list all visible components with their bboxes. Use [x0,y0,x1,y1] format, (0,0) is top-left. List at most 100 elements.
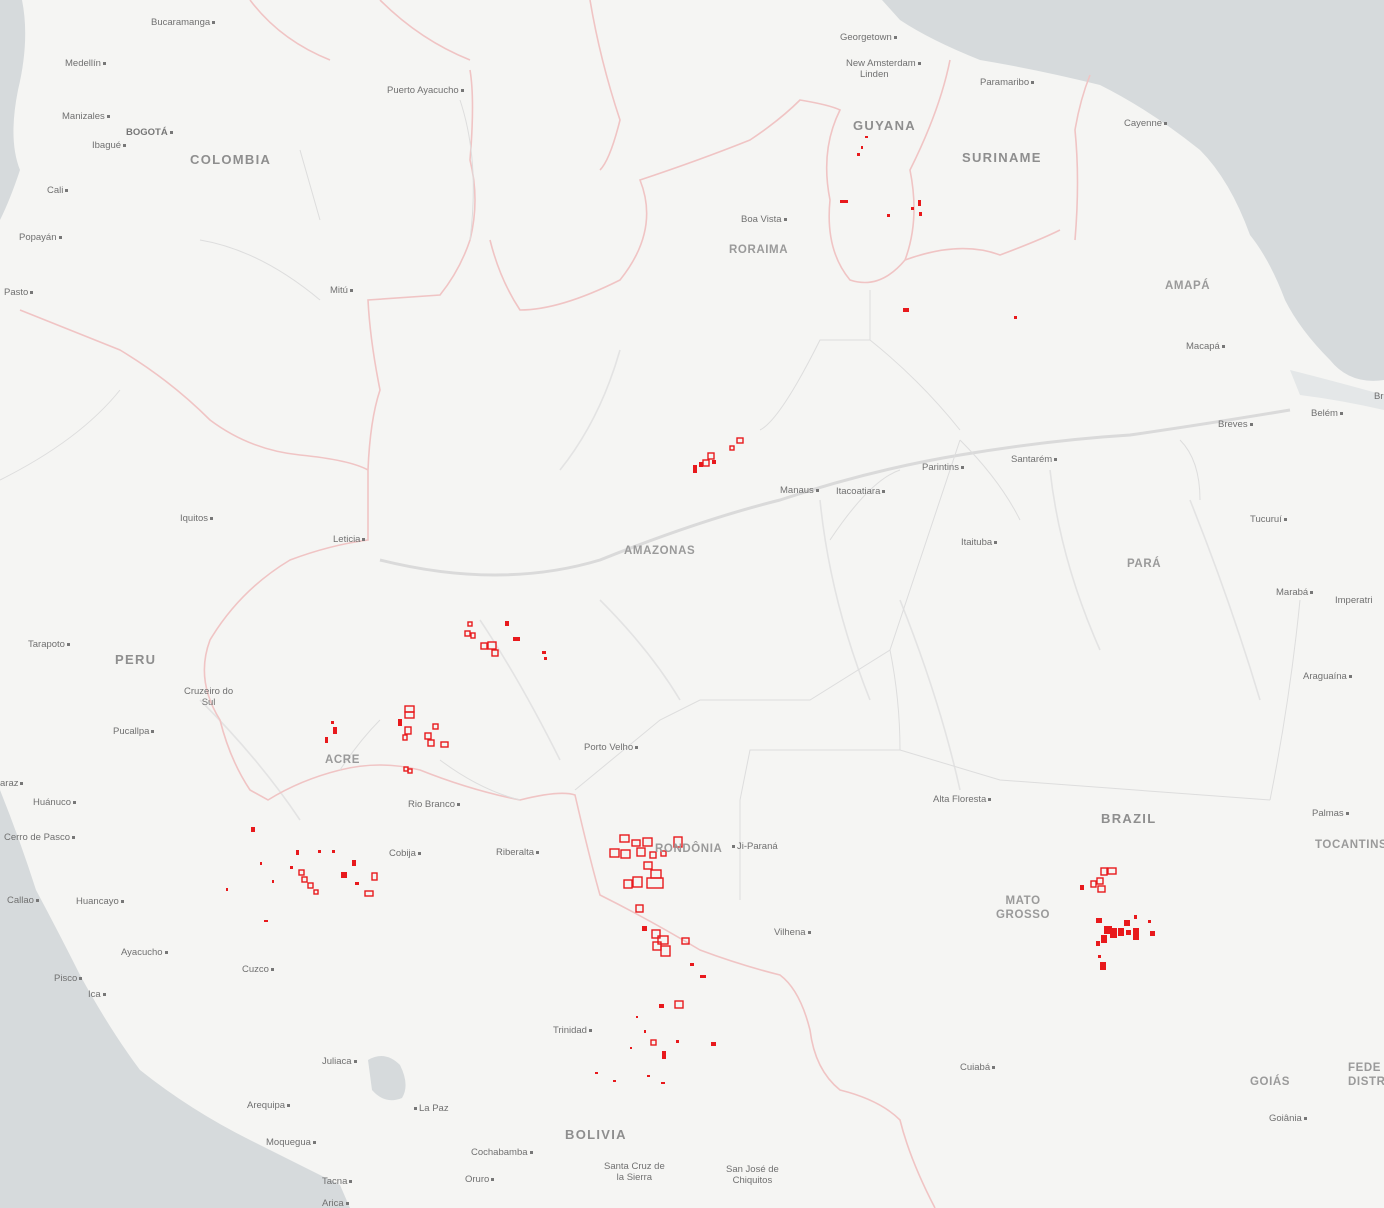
fire-detection [918,200,921,206]
fire-detection [264,920,268,922]
city-label-santarem: Santarém [1011,454,1059,465]
fire-detection [505,621,509,626]
fire-detection [681,937,690,945]
fire-detection [404,726,412,735]
fire-detection [623,879,633,889]
fire-detection [1134,915,1137,919]
pacific-ocean-north [0,0,26,220]
fire-detection [1126,930,1131,935]
city-label-tarapoto: Tarapoto [28,639,72,650]
city-label-medellin: Medellín [65,58,108,69]
fire-detection [630,1047,632,1049]
lake-titicaca [368,1056,406,1101]
city-label-santa-cruz: Santa Cruz de la Sierra [604,1161,665,1183]
fire-detection [644,1030,646,1033]
fire-detection [296,850,299,855]
city-label-itacoatiara: Itacoatiara [836,486,887,497]
fire-detection [487,641,497,650]
fire-detection [1080,885,1084,890]
city-label-bucaramanga: Bucaramanga [151,17,217,28]
fire-detection [903,308,909,312]
fire-detection [729,445,735,451]
country-label-peru: PERU [115,652,157,667]
fire-detection [887,214,890,217]
city-label-bogota: BOGOTÁ [126,127,175,138]
city-label-manizales: Manizales [62,111,112,122]
fire-detection [404,711,415,719]
city-label-imperatriz: Imperatri [1335,595,1373,606]
fire-detection [542,651,546,654]
fire-detection [662,1051,666,1059]
rivers [199,349,1261,821]
city-label-maraba: Marabá [1276,587,1315,598]
fire-detection [333,727,337,734]
state-label-acre: ACRE [325,754,360,766]
fire-detection [659,1004,664,1008]
city-label-porto-velho: Porto Velho [584,742,640,753]
fire-detection [298,869,305,876]
fire-detection [736,437,744,444]
city-label-breves: Breves [1218,419,1255,430]
city-label-cuiaba: Cuiabá [960,1062,997,1073]
amazon-estuary [1290,370,1384,410]
city-label-cali: Cali [47,185,70,196]
fire-detection [1133,928,1139,940]
city-label-huanuco: Huánuco [33,797,78,808]
city-label-macapa: Macapá [1186,341,1227,352]
city-label-pasto: Pasto [4,287,35,298]
fire-detection [432,723,439,730]
fire-detection [647,1075,650,1077]
city-label-riberalta: Riberalta [496,847,541,858]
city-label-moquegua: Moquegua [266,1137,318,1148]
fire-detection [470,632,476,639]
state-label-roraima: RORAIMA [729,244,789,256]
city-label-parintins: Parintins [922,462,966,473]
city-label-ibague: Ibagué [92,140,128,151]
fire-detection [652,941,662,951]
fire-cluster-rondonia [595,834,716,1084]
city-label-cayenne: Cayenne [1124,118,1169,129]
fire-detection [1107,867,1117,875]
fire-detection [251,827,255,832]
city-label-manaus: Manaus [780,485,821,496]
country-label-bolivia: BOLIVIA [565,1127,627,1142]
fire-detection [1124,920,1130,926]
fire-detection [1098,955,1101,958]
fire-detection [690,963,694,966]
fire-detection [919,212,922,216]
fire-detection [660,945,671,957]
fire-detection [661,1082,665,1084]
fire-detection [290,866,293,869]
city-label-arequipa: Arequipa [247,1100,292,1111]
fire-detection [1096,877,1104,885]
state-label-tocantins: TOCANTINS [1315,839,1384,851]
fire-detection [491,649,499,657]
city-label-cerro-de-pasco: Cerro de Pasco [4,832,77,843]
pacific-ocean-south [0,790,350,1208]
fire-detection [650,869,662,879]
fire-detection [464,630,471,637]
fire-detection [632,876,643,888]
fire-detection [513,637,520,641]
fire-detection [840,200,848,203]
city-label-new-amsterdam: New Amsterdam [846,58,923,69]
fire-detection [673,836,683,848]
fire-detection [699,462,703,467]
fire-detection [619,834,630,843]
city-label-oruro: Oruro [465,1174,496,1185]
fire-detection [911,207,914,210]
fire-detection [1148,920,1151,923]
fire-detection [674,1000,684,1009]
country-label-guyana: GUYANA [853,118,916,133]
state-label-amazonas: AMAZONAS [624,545,696,557]
fire-detection [609,848,620,858]
fire-detection [1096,941,1100,946]
fire-detection [332,850,335,853]
state-label-para: PARÁ [1127,558,1162,570]
city-label-popayan: Popayán [19,232,64,243]
fire-detection [427,739,435,747]
fire-detection [341,872,347,878]
city-label-leticia: Leticia [333,534,367,545]
